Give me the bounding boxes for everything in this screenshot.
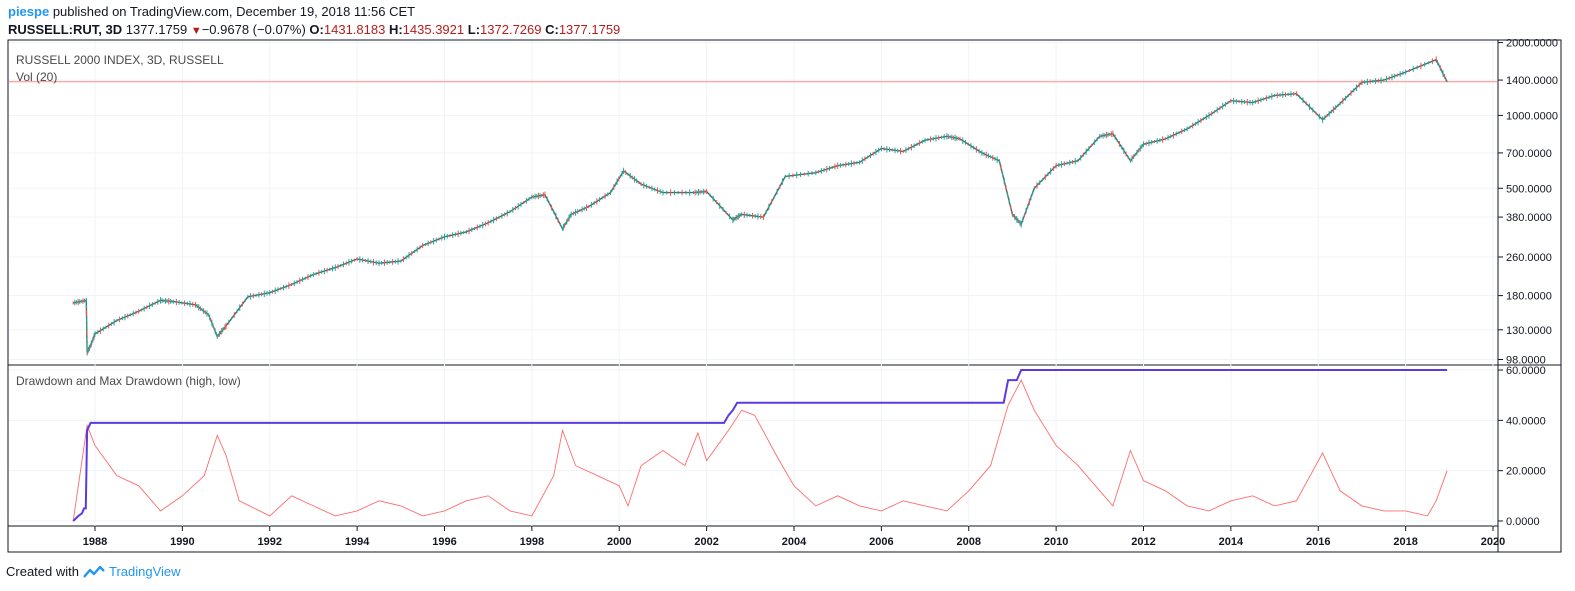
drawdown-axis[interactable]: 60.0000 40.0000 20.0000 0.0000 [1498, 365, 1546, 528]
price-tick-label: 1400.0000 [1506, 75, 1558, 87]
price-tick-label: 500.0000 [1506, 183, 1552, 195]
x-tick-label: 1990 [170, 536, 194, 548]
price-tick-label: 1000.0000 [1506, 110, 1558, 122]
max-drawdown-line[interactable] [72, 369, 1448, 522]
open-label: O: [309, 22, 324, 37]
x-tick-label: 2016 [1306, 536, 1330, 548]
price-tick-label: 260.0000 [1506, 252, 1552, 264]
high-label: H: [388, 22, 403, 37]
drawdown-tick-label: 40.0000 [1506, 415, 1546, 427]
x-tick-label: 2000 [607, 536, 631, 548]
chart-frame [7, 39, 1562, 553]
symbol-label: RUSSELL:RUT, 3D [8, 22, 123, 37]
low-value: 1372.7269 [480, 22, 542, 37]
x-tick-label: 2010 [1044, 536, 1068, 548]
price-tick-label: 2000.0000 [1506, 38, 1558, 50]
x-tick-label: 1998 [520, 536, 544, 548]
drawdown-tick-label: 60.0000 [1506, 365, 1546, 377]
x-tick-label: 2014 [1219, 536, 1244, 548]
change-value: −0.9678 (−0.07%) [201, 22, 306, 37]
grid [9, 41, 1497, 526]
tradingview-logo-icon [83, 565, 105, 578]
chart-area[interactable]: 2000.0000 1400.0000 1000.0000 700.0000 500.0… [0, 0, 1575, 560]
footer: Created with TradingView [6, 564, 181, 579]
low-label: L: [467, 22, 481, 37]
x-tick-label: 1992 [258, 536, 282, 548]
author-link[interactable]: piespe [8, 4, 50, 19]
price-tick-label: 180.0000 [1506, 291, 1552, 303]
last-price: 1377.1759 [125, 22, 188, 37]
x-tick-label: 1994 [345, 536, 370, 548]
price-tick-label: 130.0000 [1506, 325, 1552, 337]
price-axis[interactable]: 2000.0000 1400.0000 1000.0000 700.0000 500.0… [1498, 38, 1558, 367]
created-with-text: Created with [6, 564, 79, 579]
high-value: 1435.3921 [402, 22, 465, 37]
x-tick-label: 2004 [782, 536, 807, 548]
x-tick-label: 2008 [957, 536, 981, 548]
publish-info: piespe published on TradingView.com, Dec… [8, 4, 415, 19]
drawdown-pane[interactable] [72, 369, 1448, 522]
price-tick-label: 700.0000 [1506, 148, 1552, 160]
x-tick-label: 2020 [1481, 536, 1505, 548]
x-tick-label: 2006 [869, 536, 893, 548]
price-pane[interactable] [9, 56, 1497, 356]
close-label: C: [545, 22, 559, 37]
x-tick-label: 2018 [1393, 536, 1417, 548]
volume-label: Vol (20) [16, 70, 57, 84]
x-tick-label: 1988 [83, 536, 107, 548]
x-tick-label: 2012 [1131, 536, 1155, 548]
price-tick-label: 380.0000 [1506, 212, 1552, 224]
close-value: 1377.1759 [558, 22, 621, 37]
drawdown-pane-title: Drawdown and Max Drawdown (high, low) [16, 374, 241, 388]
price-tick-label: 98.0000 [1506, 354, 1546, 366]
open-value: 1431.8183 [323, 22, 386, 37]
time-axis[interactable]: 1988 1990 1992 1994 1996 1998 2000 2002 2004 2006… [83, 526, 1505, 548]
drawdown-tick-label: 20.0000 [1506, 466, 1546, 478]
drawdown-tick-label: 0.0000 [1506, 516, 1540, 528]
price-pane-title: RUSSELL 2000 INDEX, 3D, RUSSELL [16, 53, 224, 67]
drawdown-line[interactable] [72, 379, 1448, 522]
price-series-line[interactable] [73, 58, 1448, 353]
x-tick-label: 2002 [694, 536, 718, 548]
tradingview-link[interactable]: TradingView [108, 564, 181, 579]
x-tick-label: 1996 [432, 536, 456, 548]
publish-text: published on TradingView.com, December 1… [52, 4, 416, 19]
symbol-info-bar: RUSSELL:RUT, 3D 1377.1759 ▼−0.9678 (−0.0… [8, 22, 620, 37]
down-arrow-icon: ▼ [190, 25, 202, 37]
